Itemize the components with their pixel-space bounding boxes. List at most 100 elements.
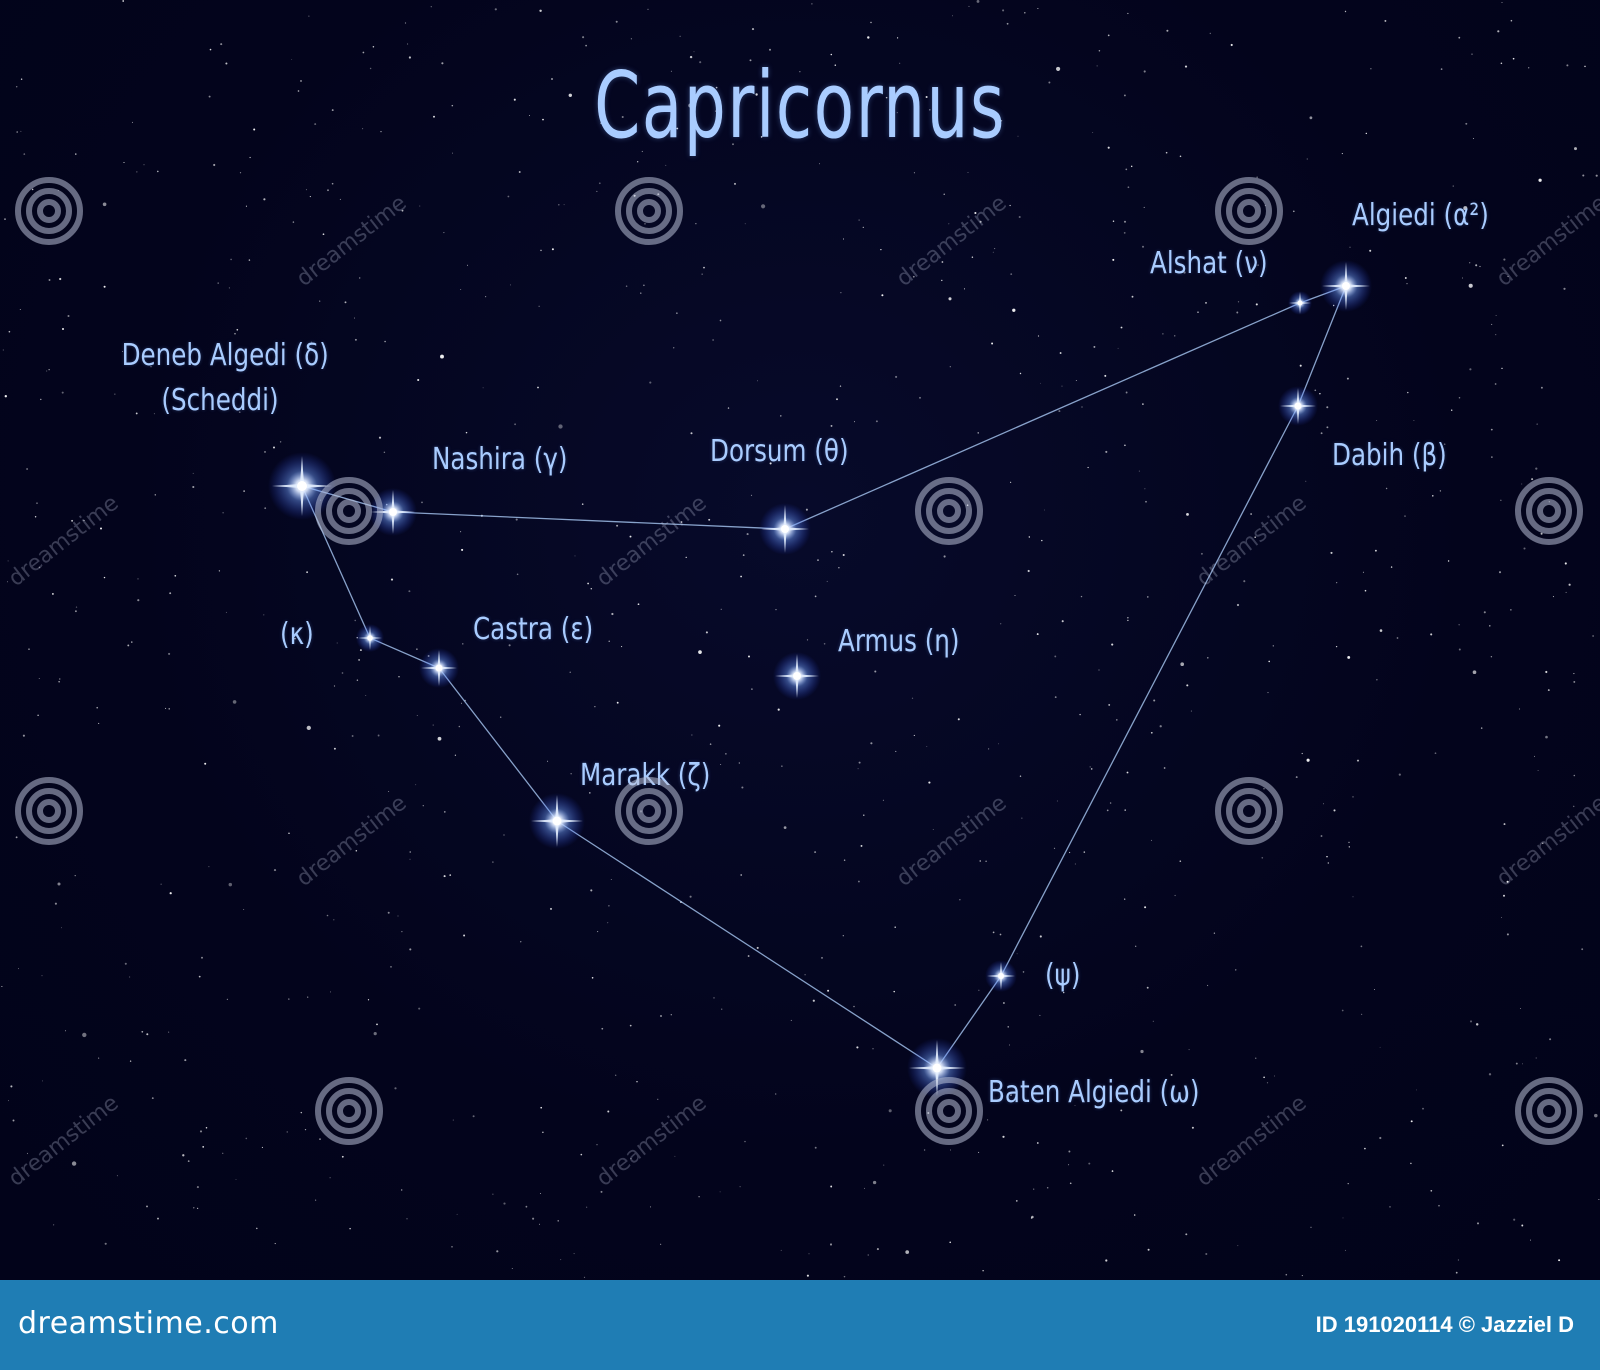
background-star [740,874,743,876]
background-star [874,670,877,673]
background-star [398,675,400,678]
background-star [978,989,980,991]
background-star [1266,1082,1269,1084]
background-star [42,1080,44,1082]
background-star [1292,210,1295,213]
background-star [1536,423,1538,425]
background-star [1384,19,1387,22]
background-star [525,1205,528,1208]
background-star [574,555,576,557]
background-star [941,261,944,263]
background-star [1472,670,1477,675]
background-star [540,249,542,252]
background-star [1170,1073,1173,1076]
background-star [1089,766,1091,768]
background-star [1068,851,1071,854]
line-nashira-dorsum [392,511,786,530]
star-dorsum [759,503,811,555]
background-star [831,551,833,553]
background-star [893,990,895,993]
background-star [1501,1,1503,3]
background-star [61,327,65,331]
background-star [418,1007,421,1010]
background-star [1319,393,1321,395]
background-star [333,747,336,750]
background-star [1306,758,1310,762]
background-star [740,575,742,578]
background-star [660,1015,662,1017]
background-star [443,811,446,813]
watermark-spiral-icon [915,477,983,545]
watermark-spiral-icon [15,777,83,845]
background-star [718,724,721,727]
background-star [1410,1120,1413,1123]
background-star [863,814,865,816]
background-star [715,86,718,89]
background-star [1452,185,1454,187]
background-star [1547,689,1550,692]
background-star [256,1227,258,1230]
background-star [496,1250,499,1253]
background-star [590,588,593,590]
background-star [1538,178,1542,182]
background-star [1574,147,1577,151]
background-star [225,62,228,65]
background-star [1237,1245,1239,1247]
background-star [205,1127,208,1129]
background-star [805,508,808,511]
background-star [196,1207,199,1210]
background-star [131,641,133,643]
background-star [235,1179,237,1180]
background-star [494,8,497,11]
background-star [291,59,293,61]
background-star [456,1213,458,1215]
background-star [1310,1226,1312,1228]
background-star [1010,1094,1012,1097]
background-star [1540,386,1543,389]
background-star [1036,1142,1039,1144]
background-star [1236,311,1239,314]
background-star [503,1202,506,1205]
background-star [957,718,960,721]
background-star [1036,633,1039,636]
background-star [2,349,4,351]
background-star [1491,456,1493,458]
background-star [243,490,245,492]
background-star [751,28,755,31]
background-star [1595,174,1598,177]
background-star [507,195,510,198]
background-star [948,223,950,225]
background-star [1512,57,1515,60]
background-star [245,205,247,207]
background-star [1131,295,1134,298]
background-star [1111,643,1114,646]
background-star [1540,532,1543,535]
background-star [597,767,599,769]
background-star [1243,580,1246,583]
background-star [511,1267,513,1270]
background-star [308,15,310,17]
background-star [182,1154,185,1157]
background-star [1406,282,1408,285]
background-star [137,599,140,602]
background-star [264,450,266,453]
background-star [1521,1224,1524,1227]
background-star [204,762,207,765]
background-star [482,387,484,389]
background-star [1235,969,1237,971]
background-star [37,714,39,717]
background-star [1299,364,1302,367]
background-star [36,502,38,504]
background-star [1301,752,1303,755]
background-star [1207,657,1209,659]
background-star [1379,1046,1381,1048]
background-star [401,1189,403,1191]
background-star [304,1128,307,1131]
background-star [1341,1009,1344,1012]
background-star [1458,36,1461,39]
background-star [452,1119,454,1121]
background-star [674,1155,676,1157]
background-star [913,734,915,736]
background-star [261,1146,263,1148]
background-star [1125,168,1128,171]
